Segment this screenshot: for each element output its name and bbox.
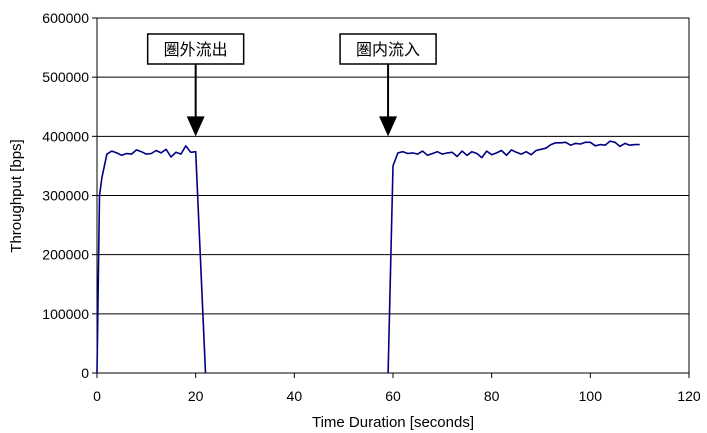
axis-ticks: 0 100000 200000 300000 400000 500000 600000 0 20… xyxy=(42,10,701,404)
annotations: 圏外流出 圏内流入 xyxy=(146,33,437,137)
x-tick-label: 120 xyxy=(677,388,701,404)
y-tick-label: 400000 xyxy=(42,128,89,144)
y-tick-label: 100000 xyxy=(42,306,89,322)
annotation-label: 圏内流入 xyxy=(356,40,420,59)
annotation-box xyxy=(339,33,437,65)
annotation-callout: 圏内流入 xyxy=(339,33,437,137)
annotation-arrow-head xyxy=(186,116,205,137)
y-tick-label: 600000 xyxy=(42,10,89,26)
x-axis-title: Time Duration [seconds] xyxy=(312,414,474,431)
y-tick-label: 500000 xyxy=(42,69,89,85)
x-tick-label: 20 xyxy=(188,388,204,404)
series-line-1 xyxy=(96,145,207,374)
annotation-callout: 圏外流出 xyxy=(146,33,245,137)
y-axis-title: Throughput [bps] xyxy=(8,139,25,252)
series-lines xyxy=(96,140,640,374)
x-tick-label: 0 xyxy=(93,388,101,404)
x-tick-label: 100 xyxy=(579,388,603,404)
annotation-arrow-head xyxy=(379,116,398,137)
series-line-2 xyxy=(387,140,640,374)
x-tick-label: 40 xyxy=(287,388,303,404)
y-tick-label: 300000 xyxy=(42,188,89,204)
x-tick-label: 80 xyxy=(484,388,500,404)
y-tick-label: 200000 xyxy=(42,247,89,263)
y-tick-label: 0 xyxy=(81,365,89,381)
x-tick-label: 60 xyxy=(385,388,401,404)
annotation-label: 圏外流出 xyxy=(164,40,228,59)
